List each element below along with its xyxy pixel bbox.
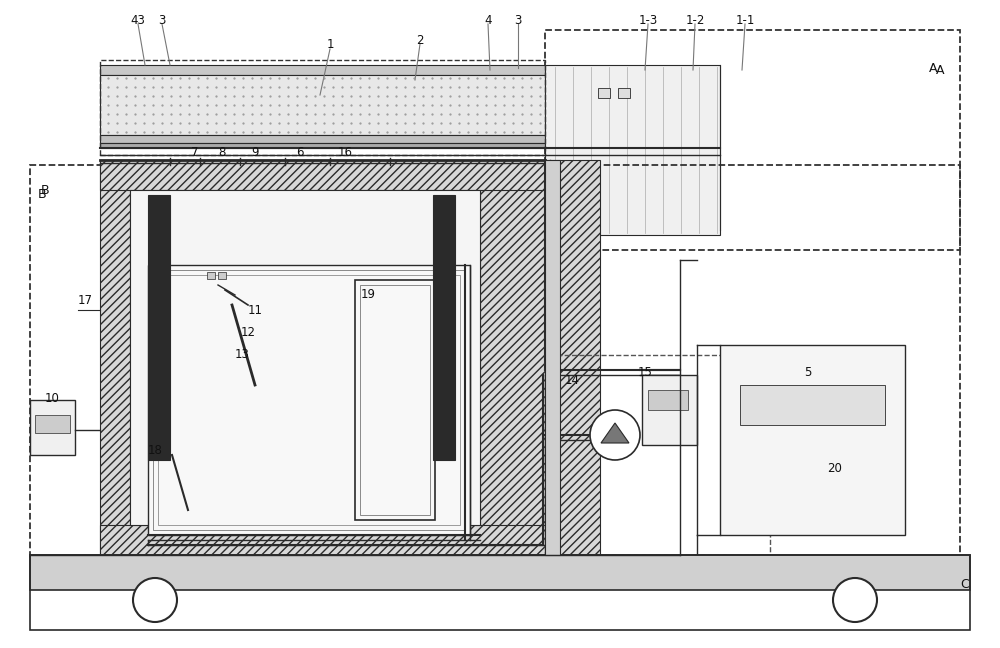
Bar: [545, 30, 960, 250]
Bar: [100, 65, 545, 75]
Text: B: B: [38, 189, 46, 202]
Bar: [30, 400, 75, 455]
Bar: [360, 285, 430, 515]
Bar: [158, 275, 460, 525]
Text: 4: 4: [484, 14, 492, 27]
Bar: [355, 280, 435, 520]
Bar: [740, 385, 885, 425]
Text: 2: 2: [416, 34, 424, 47]
Text: 19: 19: [360, 288, 376, 301]
Bar: [598, 88, 610, 98]
Circle shape: [133, 578, 177, 622]
Bar: [218, 272, 226, 279]
Bar: [100, 60, 545, 155]
Bar: [100, 143, 545, 148]
Bar: [153, 270, 465, 530]
Text: 11: 11: [248, 303, 262, 316]
Text: 17: 17: [78, 294, 92, 307]
Bar: [100, 160, 130, 555]
Bar: [207, 272, 215, 279]
Text: 43: 43: [131, 14, 145, 27]
Text: 8: 8: [218, 146, 226, 159]
Text: B: B: [41, 183, 49, 196]
Text: A: A: [936, 64, 944, 76]
Bar: [100, 160, 545, 190]
Bar: [100, 75, 545, 135]
Bar: [35, 415, 70, 433]
Text: 20: 20: [828, 461, 842, 474]
Bar: [545, 355, 770, 555]
Bar: [618, 88, 630, 98]
Bar: [100, 525, 545, 555]
Text: 9: 9: [251, 146, 259, 159]
Bar: [148, 195, 170, 460]
Circle shape: [833, 578, 877, 622]
Text: 5: 5: [804, 365, 812, 378]
Text: 13: 13: [235, 347, 249, 360]
Circle shape: [590, 410, 640, 460]
Text: 3: 3: [514, 14, 522, 27]
Text: 15: 15: [638, 365, 652, 378]
Text: 10: 10: [45, 391, 59, 404]
Bar: [130, 190, 480, 525]
Text: 3: 3: [158, 14, 166, 27]
Bar: [30, 165, 960, 560]
Text: 1-3: 1-3: [638, 14, 658, 27]
Bar: [100, 135, 545, 143]
Text: 7: 7: [191, 146, 199, 159]
Bar: [545, 160, 560, 555]
Bar: [148, 265, 470, 535]
Polygon shape: [601, 423, 629, 443]
Text: 16: 16: [338, 146, 352, 159]
Bar: [642, 375, 697, 445]
Text: A: A: [929, 62, 937, 75]
Text: 6: 6: [296, 146, 304, 159]
Bar: [30, 555, 970, 630]
Bar: [720, 345, 905, 535]
Bar: [480, 160, 545, 555]
Text: 1-1: 1-1: [735, 14, 755, 27]
Bar: [545, 160, 600, 555]
Text: 14: 14: [564, 373, 580, 386]
Text: 1: 1: [326, 38, 334, 51]
Text: 1-2: 1-2: [685, 14, 705, 27]
Bar: [433, 195, 455, 460]
Text: 12: 12: [240, 325, 256, 338]
Bar: [648, 390, 688, 410]
Text: 18: 18: [148, 443, 162, 456]
Text: C: C: [961, 579, 969, 592]
Bar: [545, 65, 720, 235]
Bar: [30, 555, 970, 590]
